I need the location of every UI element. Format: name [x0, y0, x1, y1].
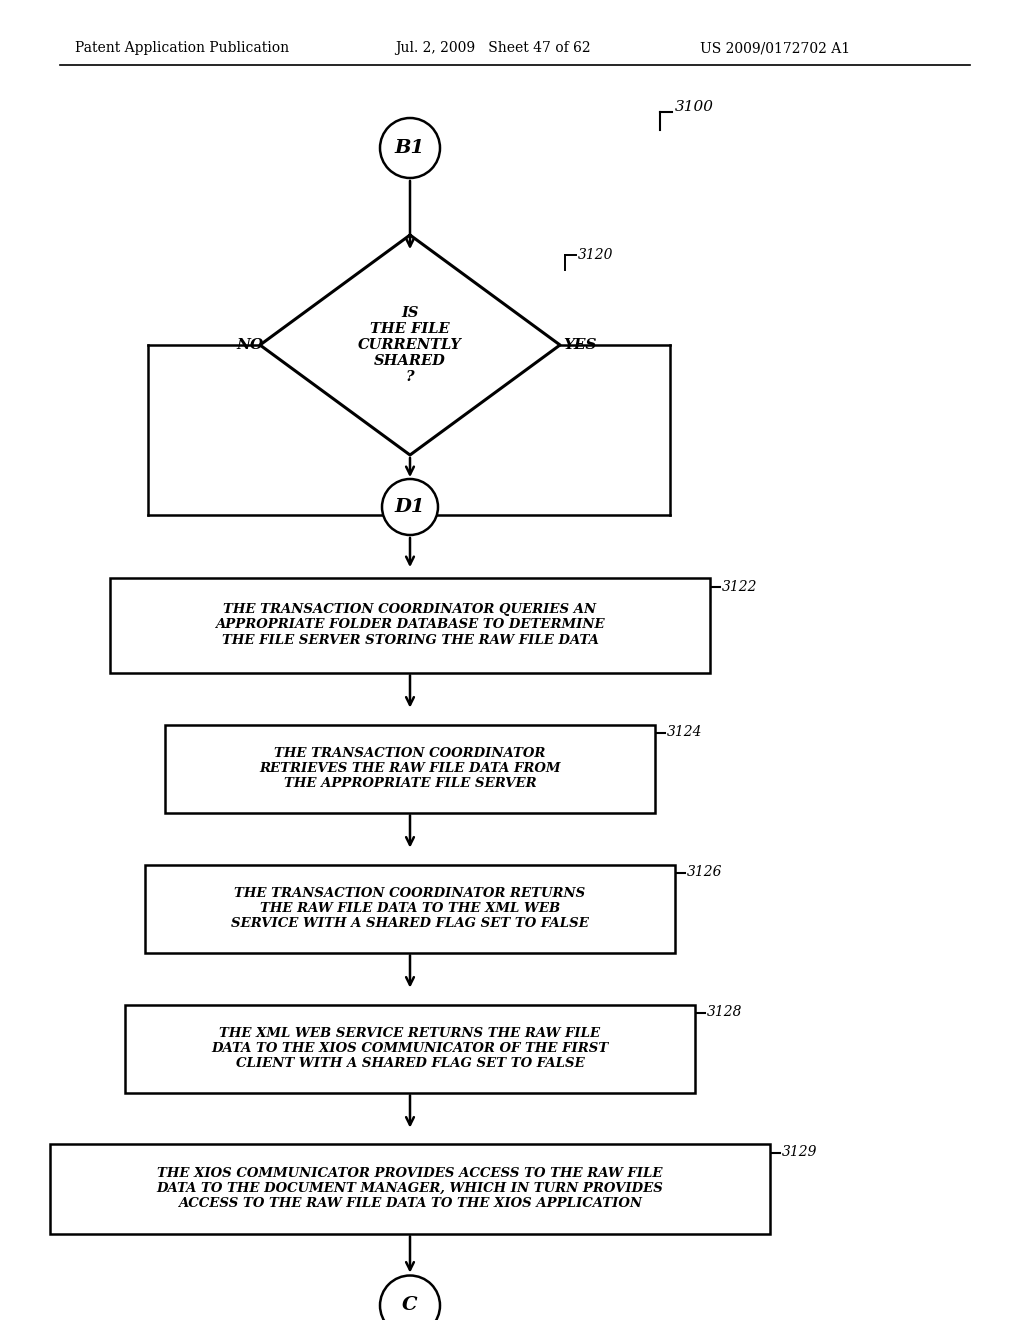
Circle shape	[380, 1275, 440, 1320]
Text: THE TRANSACTION COORDINATOR
RETRIEVES THE RAW FILE DATA FROM
THE APPROPRIATE FIL: THE TRANSACTION COORDINATOR RETRIEVES TH…	[259, 747, 561, 789]
Polygon shape	[260, 235, 560, 455]
Bar	[165, 725, 655, 813]
Bar	[145, 865, 675, 953]
Bar	[50, 1143, 770, 1233]
Text: 3129: 3129	[782, 1146, 817, 1159]
Text: 3100: 3100	[675, 100, 714, 114]
Text: 3128: 3128	[707, 1006, 742, 1019]
Text: Jul. 2, 2009   Sheet 47 of 62: Jul. 2, 2009 Sheet 47 of 62	[395, 41, 591, 55]
Text: C: C	[402, 1296, 418, 1315]
Text: THE XML WEB SERVICE RETURNS THE RAW FILE
DATA TO THE XIOS COMMUNICATOR OF THE FI: THE XML WEB SERVICE RETURNS THE RAW FILE…	[211, 1027, 608, 1071]
Circle shape	[380, 117, 440, 178]
Text: 3124: 3124	[667, 726, 702, 739]
Text: THE TRANSACTION COORDINATOR RETURNS
THE RAW FILE DATA TO THE XML WEB
SERVICE WIT: THE TRANSACTION COORDINATOR RETURNS THE …	[231, 887, 589, 931]
Text: US 2009/0172702 A1: US 2009/0172702 A1	[700, 41, 850, 55]
Circle shape	[382, 479, 438, 535]
Bar	[125, 1005, 695, 1093]
Text: 3122: 3122	[722, 579, 758, 594]
Text: THE XIOS COMMUNICATOR PROVIDES ACCESS TO THE RAW FILE
DATA TO THE DOCUMENT MANAG: THE XIOS COMMUNICATOR PROVIDES ACCESS TO…	[157, 1167, 664, 1210]
Text: NO: NO	[237, 338, 263, 352]
Text: THE TRANSACTION COORDINATOR QUERIES AN
APPROPRIATE FOLDER DATABASE TO DETERMINE
: THE TRANSACTION COORDINATOR QUERIES AN A…	[215, 603, 605, 647]
Text: 3126: 3126	[687, 866, 723, 879]
Text: D1: D1	[394, 498, 425, 516]
Bar	[110, 578, 710, 672]
Text: YES: YES	[563, 338, 597, 352]
Text: IS
THE FILE
CURRENTLY
SHARED
?: IS THE FILE CURRENTLY SHARED ?	[358, 306, 462, 384]
Text: 3120: 3120	[578, 248, 613, 261]
Text: Patent Application Publication: Patent Application Publication	[75, 41, 289, 55]
Text: B1: B1	[395, 139, 425, 157]
